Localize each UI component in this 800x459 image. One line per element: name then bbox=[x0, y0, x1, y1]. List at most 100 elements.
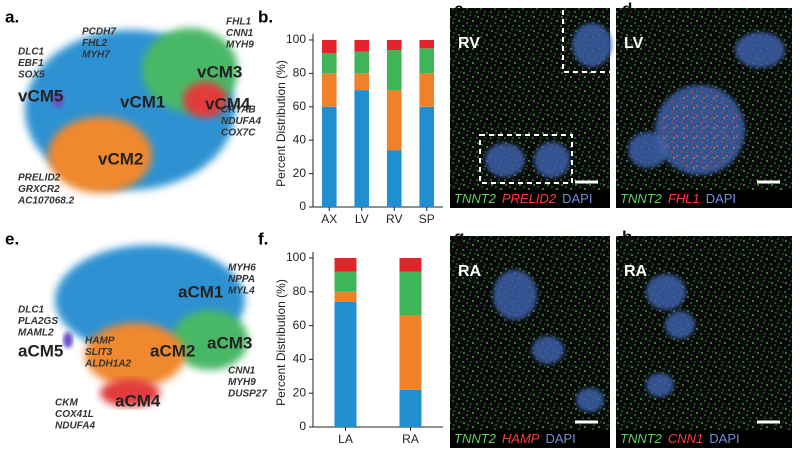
y-tick-label: 40 bbox=[293, 132, 307, 146]
nucleus bbox=[735, 32, 785, 68]
signal bbox=[660, 90, 740, 170]
stain: PRELID2 bbox=[502, 191, 557, 206]
bar-segment bbox=[399, 271, 422, 316]
marker-gene: NPPA bbox=[228, 274, 255, 285]
bar-segment bbox=[354, 40, 370, 52]
bar-segment bbox=[419, 106, 435, 207]
cluster-label: aCM4 bbox=[115, 391, 161, 410]
cluster-label: vCM3 bbox=[197, 62, 242, 81]
marker-gene: COX41L bbox=[55, 409, 94, 420]
stain-labels: TNNT2 PRELID2 DAPI bbox=[454, 191, 592, 206]
bar-segment bbox=[399, 258, 422, 272]
panel-label: f. bbox=[258, 229, 268, 248]
bar-segment bbox=[334, 291, 357, 302]
marker-gene: CRYAB bbox=[221, 105, 256, 116]
bar-segment bbox=[354, 73, 370, 91]
bar-segment bbox=[419, 48, 435, 74]
cluster-label: vCM4 bbox=[205, 94, 251, 113]
panel-label: h. bbox=[622, 227, 637, 246]
bar-segment bbox=[334, 271, 357, 292]
x-tick-label: AX bbox=[321, 212, 337, 226]
stain-labels: TNNT2 HAMP DAPI bbox=[454, 431, 576, 446]
marker-gene: MYL4 bbox=[228, 286, 255, 297]
panel-label: d. bbox=[622, 0, 637, 18]
region-label: RA bbox=[458, 263, 482, 280]
panel-label: b. bbox=[258, 7, 273, 26]
marker-gene: MAML2 bbox=[18, 328, 54, 339]
stain-strip bbox=[616, 190, 792, 208]
stain: FHL1 bbox=[668, 191, 700, 206]
inset-box bbox=[479, 134, 573, 184]
y-axis-label: Percent Distribution (%) bbox=[274, 60, 288, 187]
marker-gene: HAMP bbox=[85, 336, 115, 347]
stain: DAPI bbox=[545, 431, 575, 446]
marker-gene: AC107068.2 bbox=[17, 196, 75, 207]
panel-label: e. bbox=[5, 229, 19, 248]
stain: DAPI bbox=[706, 191, 736, 206]
y-tick-label: 60 bbox=[293, 318, 307, 332]
region-label: RA bbox=[624, 263, 648, 280]
nucleus bbox=[646, 274, 686, 310]
stain: TNNT2 bbox=[454, 191, 497, 206]
bar-segment bbox=[354, 51, 370, 74]
y-tick-label: 0 bbox=[299, 419, 306, 433]
images: c. RV TNNT2 PRELID2 DAPI d. LV TNNT2 FHL1 DAPI g. R… bbox=[450, 0, 792, 448]
cluster-label: vCM2 bbox=[98, 149, 143, 168]
marker-gene: COX7C bbox=[221, 128, 256, 139]
marker-gene: NDUFA4 bbox=[55, 421, 95, 432]
inset-box bbox=[562, 10, 610, 73]
nucleus bbox=[572, 23, 612, 67]
bar-segment bbox=[419, 40, 435, 49]
marker-gene: PRELID2 bbox=[18, 173, 61, 184]
marker-gene: DLC1 bbox=[18, 47, 45, 58]
bar-segment bbox=[321, 40, 337, 54]
marker-gene: EBF1 bbox=[18, 58, 44, 69]
marker-gene: FHL1 bbox=[226, 17, 251, 28]
cluster-label: vCM1 bbox=[120, 92, 165, 111]
micrograph bbox=[450, 236, 610, 448]
stain-labels: TNNT2 FHL1 DAPI bbox=[620, 191, 736, 206]
marker-gene: PLA2GS bbox=[18, 316, 58, 327]
stain-strip bbox=[450, 430, 610, 448]
stain-labels: TNNT2 CNN1 DAPI bbox=[620, 431, 740, 446]
bar-segment bbox=[334, 301, 357, 427]
x-tick-label: LA bbox=[338, 432, 353, 446]
marker-gene: GRXCR2 bbox=[18, 184, 60, 195]
stain: DAPI bbox=[709, 431, 739, 446]
stain: HAMP bbox=[502, 431, 540, 446]
bar-segment bbox=[399, 315, 422, 390]
bar-segment bbox=[354, 90, 370, 207]
marker-gene: PCDH7 bbox=[82, 27, 116, 38]
bar-segment bbox=[386, 90, 402, 151]
umap-a bbox=[25, 28, 238, 193]
cluster-label: aCM1 bbox=[178, 282, 223, 301]
marker-gene: MYH9 bbox=[226, 40, 254, 51]
region-label: RV bbox=[458, 35, 480, 52]
marker-gene: MYH6 bbox=[228, 263, 256, 274]
umap-e bbox=[55, 245, 248, 407]
panel-label: g. bbox=[454, 227, 469, 246]
y-tick-label: 80 bbox=[293, 66, 307, 80]
y-axis-label: Percent Distribution (%) bbox=[274, 279, 288, 406]
marker-gene: NDUFA4 bbox=[221, 116, 261, 127]
bar-segment bbox=[321, 73, 337, 107]
cluster-label: vCM5 bbox=[18, 86, 63, 105]
y-tick-label: 20 bbox=[293, 166, 307, 180]
x-tick-label: RV bbox=[386, 212, 402, 226]
panel-label: c. bbox=[454, 0, 468, 18]
x-tick-label: SP bbox=[419, 212, 435, 226]
bar-segment bbox=[386, 150, 402, 207]
y-tick-label: 80 bbox=[293, 284, 307, 298]
marker-gene: DUSP27 bbox=[228, 389, 267, 400]
stain: TNNT2 bbox=[454, 431, 497, 446]
x-tick-label: RA bbox=[402, 432, 419, 446]
y-tick-label: 60 bbox=[293, 99, 307, 113]
y-tick-label: 100 bbox=[286, 250, 306, 264]
nucleus bbox=[493, 270, 537, 320]
bar-segment bbox=[419, 73, 435, 107]
y-tick-label: 100 bbox=[286, 32, 306, 46]
cluster-label: aCM5 bbox=[18, 341, 63, 360]
x-tick-label: LV bbox=[355, 212, 369, 226]
cluster-label: aCM2 bbox=[150, 341, 195, 360]
